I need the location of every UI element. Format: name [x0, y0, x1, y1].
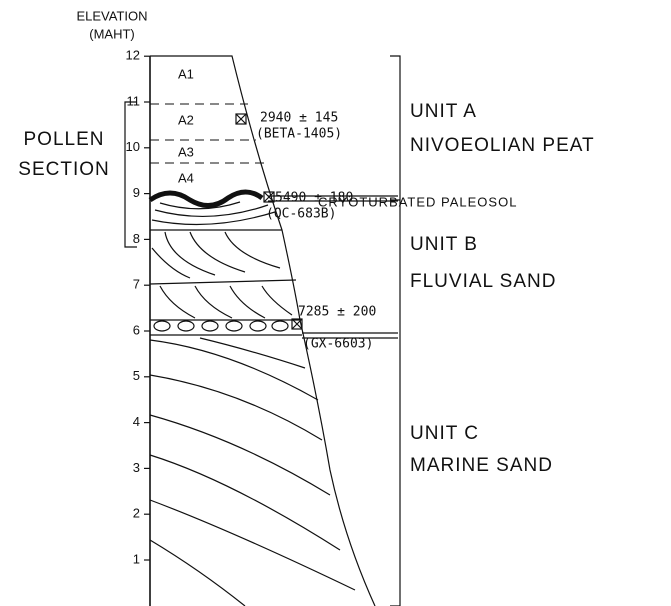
tick-label: 11 [127, 93, 141, 108]
unit-description: FLUVIAL SAND [410, 271, 556, 292]
contact-label: CRYOTURBATED PALEOSOL [318, 194, 517, 209]
date-age: 7285 ± 200 [298, 305, 376, 320]
unit-description: NIVOEOLIAN PEAT [410, 135, 595, 156]
date-age: 2940 ± 145 [260, 111, 338, 126]
tick-label: 10 [126, 139, 140, 154]
unit-description: MARINE SAND [410, 455, 553, 476]
layer-label: A3 [178, 144, 194, 159]
axis-unit: (MAHT) [89, 26, 135, 41]
layer-label: A2 [178, 112, 194, 127]
cross-bedding [150, 202, 355, 606]
layer-label: A4 [178, 170, 194, 185]
tick-label: 1 [133, 551, 140, 566]
tick-label: 9 [133, 185, 140, 200]
date-lab: (GX-6603) [303, 337, 373, 352]
unit-name: UNIT B [410, 234, 478, 255]
tick-label: 12 [126, 48, 140, 63]
tick-label: 7 [133, 277, 140, 292]
pebbles [150, 320, 300, 331]
unit-name: UNIT A [410, 101, 477, 122]
tick-label: 5 [133, 368, 140, 383]
date-lab: (BETA-1405) [256, 127, 342, 142]
unit-name: UNIT C [410, 423, 479, 444]
tick-label: 3 [133, 460, 140, 475]
stratigraphic-column: ELEVATION (MAHT) A1 A2 A3 A4 2940 ± 145 … [0, 0, 671, 606]
sample-symbols [236, 114, 302, 329]
pollen-label: SECTION [18, 159, 109, 180]
pollen-label: POLLEN [24, 129, 105, 150]
tick-label: 6 [133, 322, 140, 337]
paleosol [150, 192, 262, 206]
axis-title: ELEVATION [76, 8, 147, 23]
tick-label: 2 [133, 506, 140, 521]
layer-label: A1 [178, 66, 194, 81]
tick-label: 8 [133, 231, 140, 246]
tick-label: 4 [133, 414, 140, 429]
